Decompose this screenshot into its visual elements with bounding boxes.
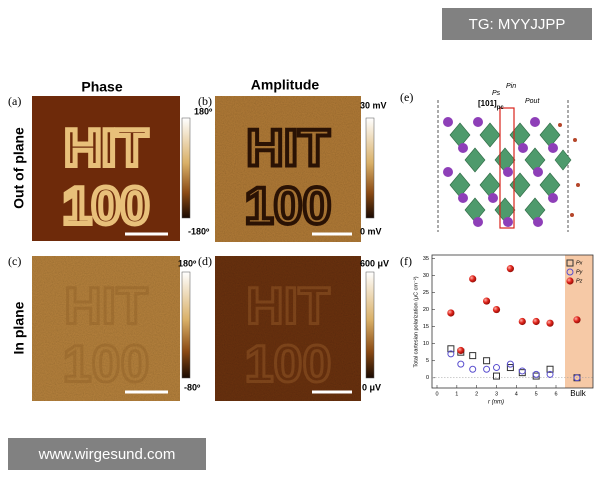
pattern: 100 — [245, 336, 332, 394]
point-pz — [546, 319, 554, 327]
colorbar-label: 30 mV — [360, 100, 387, 110]
point-px — [546, 365, 554, 373]
panel-label: (e) — [400, 90, 413, 104]
x-tick-label: 2 — [475, 391, 478, 397]
point-py — [447, 350, 455, 358]
pattern: HIT — [64, 278, 148, 336]
amplitude-image — [215, 256, 361, 401]
colorbar-label: -180º — [188, 226, 210, 236]
colorbar-label: 180º — [178, 258, 197, 268]
plot-frame — [431, 254, 594, 389]
point-py — [483, 365, 491, 373]
point-py — [546, 370, 554, 378]
legend-label: Px — [576, 260, 583, 266]
colorbar-label: 0 μV — [362, 382, 381, 392]
point-pz — [457, 346, 465, 355]
point-px — [483, 357, 491, 365]
point-pz — [469, 275, 477, 283]
x-tick-label: 4 — [515, 391, 518, 397]
legend-swatch — [566, 277, 574, 285]
pattern: 100 — [63, 178, 150, 236]
x-tick-label: 1 — [455, 391, 458, 397]
point-pz — [482, 297, 491, 305]
point-pz — [518, 317, 526, 326]
x-tick-label: 6 — [554, 391, 557, 397]
colorbar — [365, 271, 375, 379]
colorbar — [365, 117, 375, 219]
lattice-subscript: pc — [497, 105, 505, 111]
point-py — [532, 370, 540, 378]
point-px — [493, 372, 500, 380]
crystal-structure — [437, 100, 580, 232]
scatter-chart: 0 5 10 15 20 25 30 35 0 1 2 3 4 5 6 Px Py Pz — [423, 256, 593, 397]
point-py — [506, 360, 514, 368]
y-tick-label: 25 — [423, 290, 429, 296]
pattern: HIT — [246, 120, 330, 178]
legend-label: Py — [576, 269, 584, 275]
colorbar-label: -80º — [184, 382, 201, 392]
point-px — [447, 345, 455, 353]
point-px — [506, 364, 514, 372]
panel-label: (c) — [8, 254, 21, 268]
point-pz — [492, 305, 501, 314]
row-title: Out of plane — [11, 127, 27, 209]
column-title: Amplitude — [251, 77, 320, 93]
x-tick-label: 5 — [535, 391, 538, 397]
y-tick-label: 15 — [423, 324, 429, 330]
panel-label: (b) — [198, 94, 212, 108]
polarization-label: Pin — [506, 83, 516, 90]
pattern: HIT — [246, 278, 330, 336]
point-py — [573, 374, 581, 382]
point-py — [518, 367, 526, 375]
phase-image — [32, 256, 180, 401]
watermark-box — [442, 8, 592, 40]
x-tick-label: 0 — [435, 391, 438, 397]
y-tick-label: 10 — [423, 341, 429, 347]
lattice-direction: [101] — [478, 99, 497, 108]
x-axis-label: r (nm) — [488, 400, 504, 406]
y-tick-label: 0 — [426, 375, 429, 381]
amplitude-image — [215, 96, 361, 242]
legend-label: Pz — [576, 278, 583, 284]
colorbar — [181, 271, 191, 379]
legend-swatch — [566, 259, 574, 267]
y-tick-label: 20 — [423, 307, 429, 313]
colorbar — [181, 117, 191, 219]
bulk-label: Bulk — [570, 389, 587, 398]
watermark-box — [8, 438, 206, 470]
point-pz — [506, 265, 514, 273]
colorbar-label: 0 mV — [360, 226, 382, 236]
legend-swatch — [566, 268, 574, 276]
phase-image — [32, 96, 180, 241]
panel-label: (a) — [8, 94, 21, 108]
point-pz — [532, 317, 540, 326]
colorbar-label: 180º — [194, 106, 213, 116]
y-axis-label: Total cartesian polarization (μC cm⁻²) — [413, 276, 419, 367]
panel-label: (d) — [198, 254, 212, 268]
point-py — [469, 365, 477, 373]
point-pz — [573, 316, 581, 324]
panel-label: (f) — [400, 254, 412, 268]
watermark: www.wirgesund.com — [38, 446, 176, 463]
polarization-label: Pout — [525, 98, 540, 105]
point-pz — [447, 309, 455, 317]
point-py — [493, 364, 500, 372]
watermark: TG: MYYJJPP — [469, 16, 566, 33]
x-tick-label: 3 — [495, 391, 498, 397]
y-tick-label: 35 — [423, 256, 429, 262]
pattern: 100 — [245, 178, 332, 236]
polarization-label: Ps — [492, 90, 501, 97]
pattern: 100 — [63, 336, 150, 394]
y-tick-label: 30 — [423, 273, 429, 279]
colorbar-label: 600 μV — [360, 258, 389, 268]
row-title: In plane — [11, 301, 27, 354]
y-tick-label: 5 — [426, 358, 429, 364]
lattice-label: [101]pc — [478, 99, 504, 110]
column-title: Phase — [81, 79, 122, 95]
point-py — [457, 360, 465, 368]
pattern: HIT — [64, 120, 148, 178]
point-px — [469, 352, 477, 360]
